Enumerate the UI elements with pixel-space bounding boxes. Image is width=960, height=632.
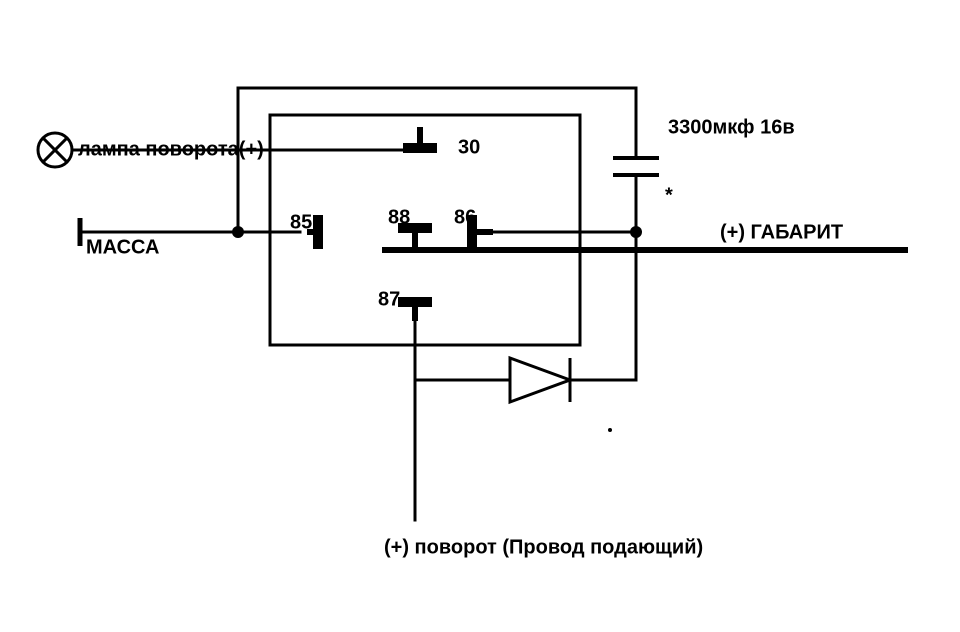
label-ground: МАССА: [86, 236, 159, 258]
label-pin86: 86: [454, 206, 476, 228]
diode-triangle: [510, 358, 570, 402]
label-pin30: 30: [458, 136, 480, 158]
label-pin87: 87: [378, 288, 400, 310]
junction-node: [630, 226, 642, 238]
junction-node: [232, 226, 244, 238]
label-parking: (+) ГАБАРИТ: [720, 221, 843, 243]
label-capacitor: 3300мкф 16в: [668, 116, 795, 138]
stray-dot: [608, 428, 612, 432]
label-lamp: лампа поворота(+): [78, 138, 264, 160]
label-pin88: 88: [388, 206, 410, 228]
label-pin85: 85: [290, 211, 312, 233]
label-turn: (+) поворот (Провод подающий): [384, 536, 703, 558]
circuit-diagram: лампа поворота(+) МАССА 3300мкф 16в * (+) ГА…: [0, 0, 960, 632]
label-star: *: [665, 184, 673, 206]
